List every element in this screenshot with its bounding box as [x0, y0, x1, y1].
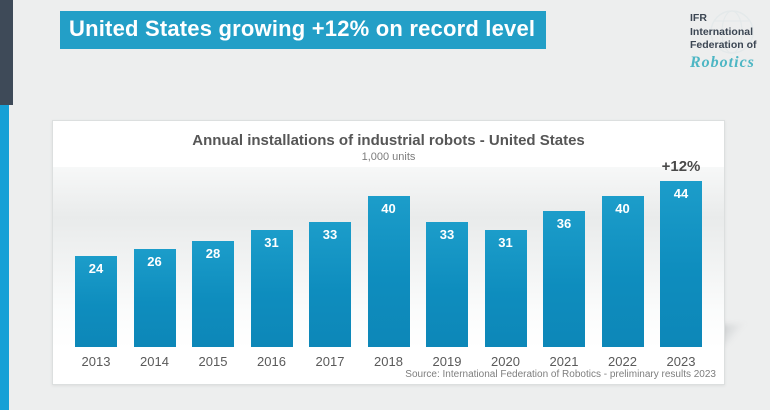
bar-wrap: 40: [600, 177, 646, 347]
bar-column-2017: 33 2017: [301, 177, 359, 369]
globe-icon: [710, 10, 754, 54]
bar-value-2016: 31: [264, 235, 279, 250]
logo-line-ifr: IFR: [690, 12, 707, 24]
x-axis-label-2022: 2022: [608, 354, 637, 369]
bar-column-2020: 31 2020: [477, 177, 535, 369]
bar-wrap: 31: [249, 177, 295, 347]
chart-card: Annual installations of industrial robot…: [52, 120, 725, 385]
bar-column-2021: 36 2021: [535, 177, 593, 369]
bar-2015: 28: [192, 241, 234, 347]
bar-column-2018: 40 2018: [360, 177, 418, 369]
bar-value-2015: 28: [205, 246, 221, 261]
chart-subtitle: 1,000 units: [361, 151, 416, 163]
bar-2020: 31: [484, 230, 527, 347]
bar-2022: 40: [601, 196, 644, 347]
bar-2021: 36: [543, 211, 585, 347]
bar-2014: 26: [133, 249, 176, 347]
left-accent-stripe-blue: [0, 105, 9, 410]
x-axis-label-2013: 2013: [81, 354, 111, 369]
bar-value-2013: 24: [88, 261, 104, 276]
logo-line-federation: Federation of: [690, 39, 757, 52]
logo-robotics-script: Robotics: [690, 53, 755, 71]
bar-value-2014: 26: [147, 254, 162, 269]
bar-wrap: 28: [190, 177, 236, 347]
x-axis-label-2015: 2015: [198, 354, 228, 369]
bar-wrap: 36: [541, 177, 587, 347]
source-note: Source: International Federation of Robo…: [405, 369, 716, 380]
bar-2013: 24: [75, 256, 117, 347]
logo-line-international: International: [690, 25, 754, 38]
bar-wrap: 33: [307, 177, 353, 347]
x-axis-label-2020: 2020: [491, 354, 520, 369]
bar-column-2016: 31 2016: [243, 177, 301, 369]
bar-wrap: 31: [483, 177, 529, 347]
bar-2023: 44: [660, 181, 702, 347]
bar-value-2017: 33: [322, 227, 338, 242]
chart-title: Annual installations of industrial robot…: [192, 132, 585, 149]
x-axis-label-2023: 2023: [666, 354, 696, 369]
x-axis-label-2019: 2019: [432, 354, 462, 369]
bar-wrap: 26: [132, 177, 178, 347]
bar-column-2019: 33 2019: [418, 177, 476, 369]
bar-value-2022: 40: [615, 201, 630, 216]
bar-value-2020: 31: [498, 235, 513, 250]
page-title: United States growing +12% on record lev…: [60, 11, 547, 49]
bar-value-2021: 36: [556, 216, 572, 231]
bar-column-2015: 28 2015: [184, 177, 242, 369]
bar-wrap: +12% 44: [658, 158, 704, 347]
x-axis-label-2021: 2021: [549, 354, 579, 369]
x-axis-label-2017: 2017: [315, 354, 345, 369]
bar-column-2014: 26 2014: [126, 177, 184, 369]
bars-row: 24 2013 26 2014 28 2015 31 2016 33 2017 40 2018 33 20…: [67, 158, 710, 369]
bar-value-2023: 44: [673, 186, 689, 201]
bar-column-2022: 40 2022: [594, 177, 652, 369]
bar-wrap: 40: [366, 177, 412, 347]
bar-column-2013: 24 2013: [67, 177, 125, 369]
growth-annotation: +12%: [661, 158, 701, 175]
x-axis-label-2018: 2018: [374, 354, 403, 369]
bar-2019: 33: [426, 222, 468, 347]
x-axis-label-2016: 2016: [257, 354, 286, 369]
bar-wrap: 24: [73, 177, 119, 347]
bar-value-2018: 40: [381, 201, 396, 216]
bar-column-2023: +12% 44 2023: [652, 158, 710, 369]
x-axis-label-2014: 2014: [140, 354, 169, 369]
ifr-logo: IFR International Federation of Robotics: [690, 10, 768, 72]
bar-2018: 40: [367, 196, 410, 347]
bar-2017: 33: [309, 222, 351, 347]
bar-wrap: 33: [424, 177, 470, 347]
bar-value-2019: 33: [439, 227, 455, 242]
left-accent-stripe-dark: [0, 0, 13, 105]
bar-2016: 31: [250, 230, 293, 347]
